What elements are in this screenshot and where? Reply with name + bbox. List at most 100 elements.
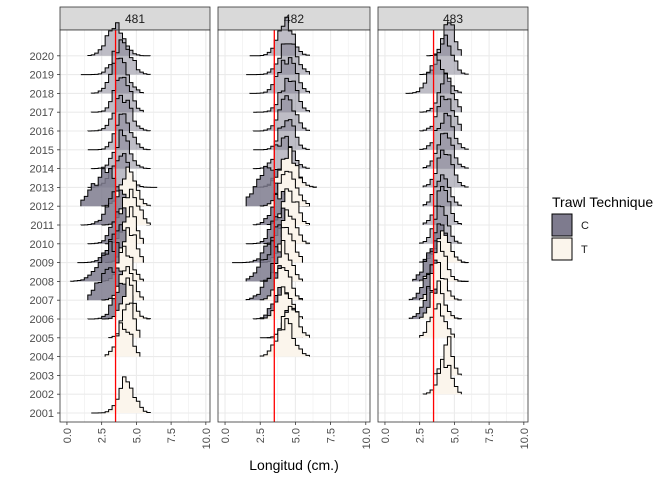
ridge-483-2011 [422,185,462,225]
x-tick-label: 10.0 [519,428,531,449]
y-tick-label: 2006 [30,314,54,326]
y-tick-label: 2002 [30,389,54,401]
ridge-482-2004 [259,318,310,357]
ridge-series-T [101,188,151,226]
y-tick-label: 2018 [30,88,54,100]
ridge-482-2014 [252,135,310,170]
ridge-series-C [422,132,469,169]
legend-title: Trawl Technique [552,194,653,210]
facet-label: 482 [284,12,304,26]
y-tick-label: 2004 [30,352,54,364]
ridge-series-C [90,129,151,170]
ridge-series-T [422,358,462,395]
ridge-481-2016 [87,94,151,132]
ridge-series-T [419,280,462,320]
ridge-series-T [259,267,303,301]
y-axis: 2001 2002 2003 2004 2005 2006 2007 2008 2009 2010… [30,51,60,420]
facet-panel-482: 482 0.0 2.5 5.0 7.5 10.0 [217,6,373,449]
y-tick-label: 2014 [30,164,54,176]
ridge-483-2002 [422,358,462,395]
ridge-series-T [104,322,141,357]
y-tick-label: 2001 [30,408,54,420]
legend-entry-C: C [551,213,589,237]
y-tick-label: 2012 [30,201,54,213]
y-tick-label: 2019 [30,70,54,82]
x-tick-label: 7.5 [326,428,338,443]
legend-label: T [581,244,588,256]
facet-panel-483: 483 0.0 2.5 5.0 7.5 10.0 [377,6,531,449]
x-tick-label: 7.5 [166,428,178,443]
ridge-481-2004 [104,322,141,357]
ridge-series-C [252,135,310,170]
x-tick-label: 5.0 [449,428,461,443]
ridge-series-T [101,277,151,320]
ridge-482-2017 [253,77,310,113]
legend-entry-T: T [551,237,588,261]
legend-label: C [581,220,589,232]
ridge-series-C [90,76,144,113]
panel-border [217,29,371,423]
x-tick-label: 7.5 [484,428,496,443]
y-tick-label: 2015 [30,145,54,157]
x-tick-label: 0.0 [380,428,392,443]
y-tick-label: 2007 [30,295,54,307]
legend: Trawl Technique CT [551,194,653,261]
ridge-series-T [108,302,141,339]
ridge-series-C [253,119,310,151]
x-tick-label: 2.5 [415,428,427,443]
ridge-series-C [252,95,310,132]
ridge-483-2014 [422,132,469,169]
ridge-483-2005 [419,303,455,338]
x-tick-label: 2.5 [97,428,109,443]
ridge-series-C [422,185,462,225]
y-tick-label: 2013 [30,182,54,194]
ridge-481-2017 [90,76,144,113]
ridge-series-C [253,77,310,113]
ridge-series-C [419,112,469,150]
ridge-481-2020 [87,22,151,57]
y-tick-label: 2020 [30,51,54,63]
panel-border [377,29,529,423]
x-tick-label: 5.0 [290,428,302,443]
x-tick-label: 0.0 [62,428,74,443]
ridge-series-T [91,376,151,414]
x-axis-title: Longitud (cm.) [249,457,338,473]
y-tick-label: 2008 [30,276,54,288]
x-tick-label: 0.0 [220,428,232,443]
x-tick-label: 10.0 [361,428,373,449]
y-tick-label: 2016 [30,126,54,138]
ridge-series-T [419,303,455,338]
ridge-482-2015 [253,119,310,151]
ridge-series-C [422,149,469,188]
x-tick-label: 5.0 [131,428,143,443]
y-tick-label: 2009 [30,258,54,270]
y-tick-label: 2005 [30,333,54,345]
ridge-483-2015 [419,112,469,150]
y-tick-label: 2017 [30,107,54,119]
ridge-483-2006 [408,280,462,320]
y-tick-label: 2011 [30,220,54,232]
ridge-483-2013 [422,149,469,188]
facet-panel-481: 481 0.0 2.5 5.0 7.5 10.0 [59,6,213,449]
ridge-481-2018 [90,57,144,94]
ridge-481-2006 [87,277,151,320]
legend-key [551,237,573,261]
facet-label: 483 [443,12,463,26]
ridge-481-2014 [90,129,151,170]
facet-label: 481 [125,12,145,26]
ridge-481-2001 [91,376,151,414]
x-tick-label: 10.0 [201,428,213,449]
legend-key [551,213,573,237]
ridge-series-C [87,94,151,132]
ridge-series-C [90,57,144,94]
ridge-481-2005 [108,302,141,339]
y-tick-label: 2010 [30,239,54,251]
ridge-482-2016 [252,95,310,132]
panel-border [59,29,211,423]
ridge-series-T [259,318,310,357]
ridge-series-C [87,22,151,57]
y-tick-label: 2003 [30,370,54,382]
x-tick-label: 2.5 [255,428,267,443]
